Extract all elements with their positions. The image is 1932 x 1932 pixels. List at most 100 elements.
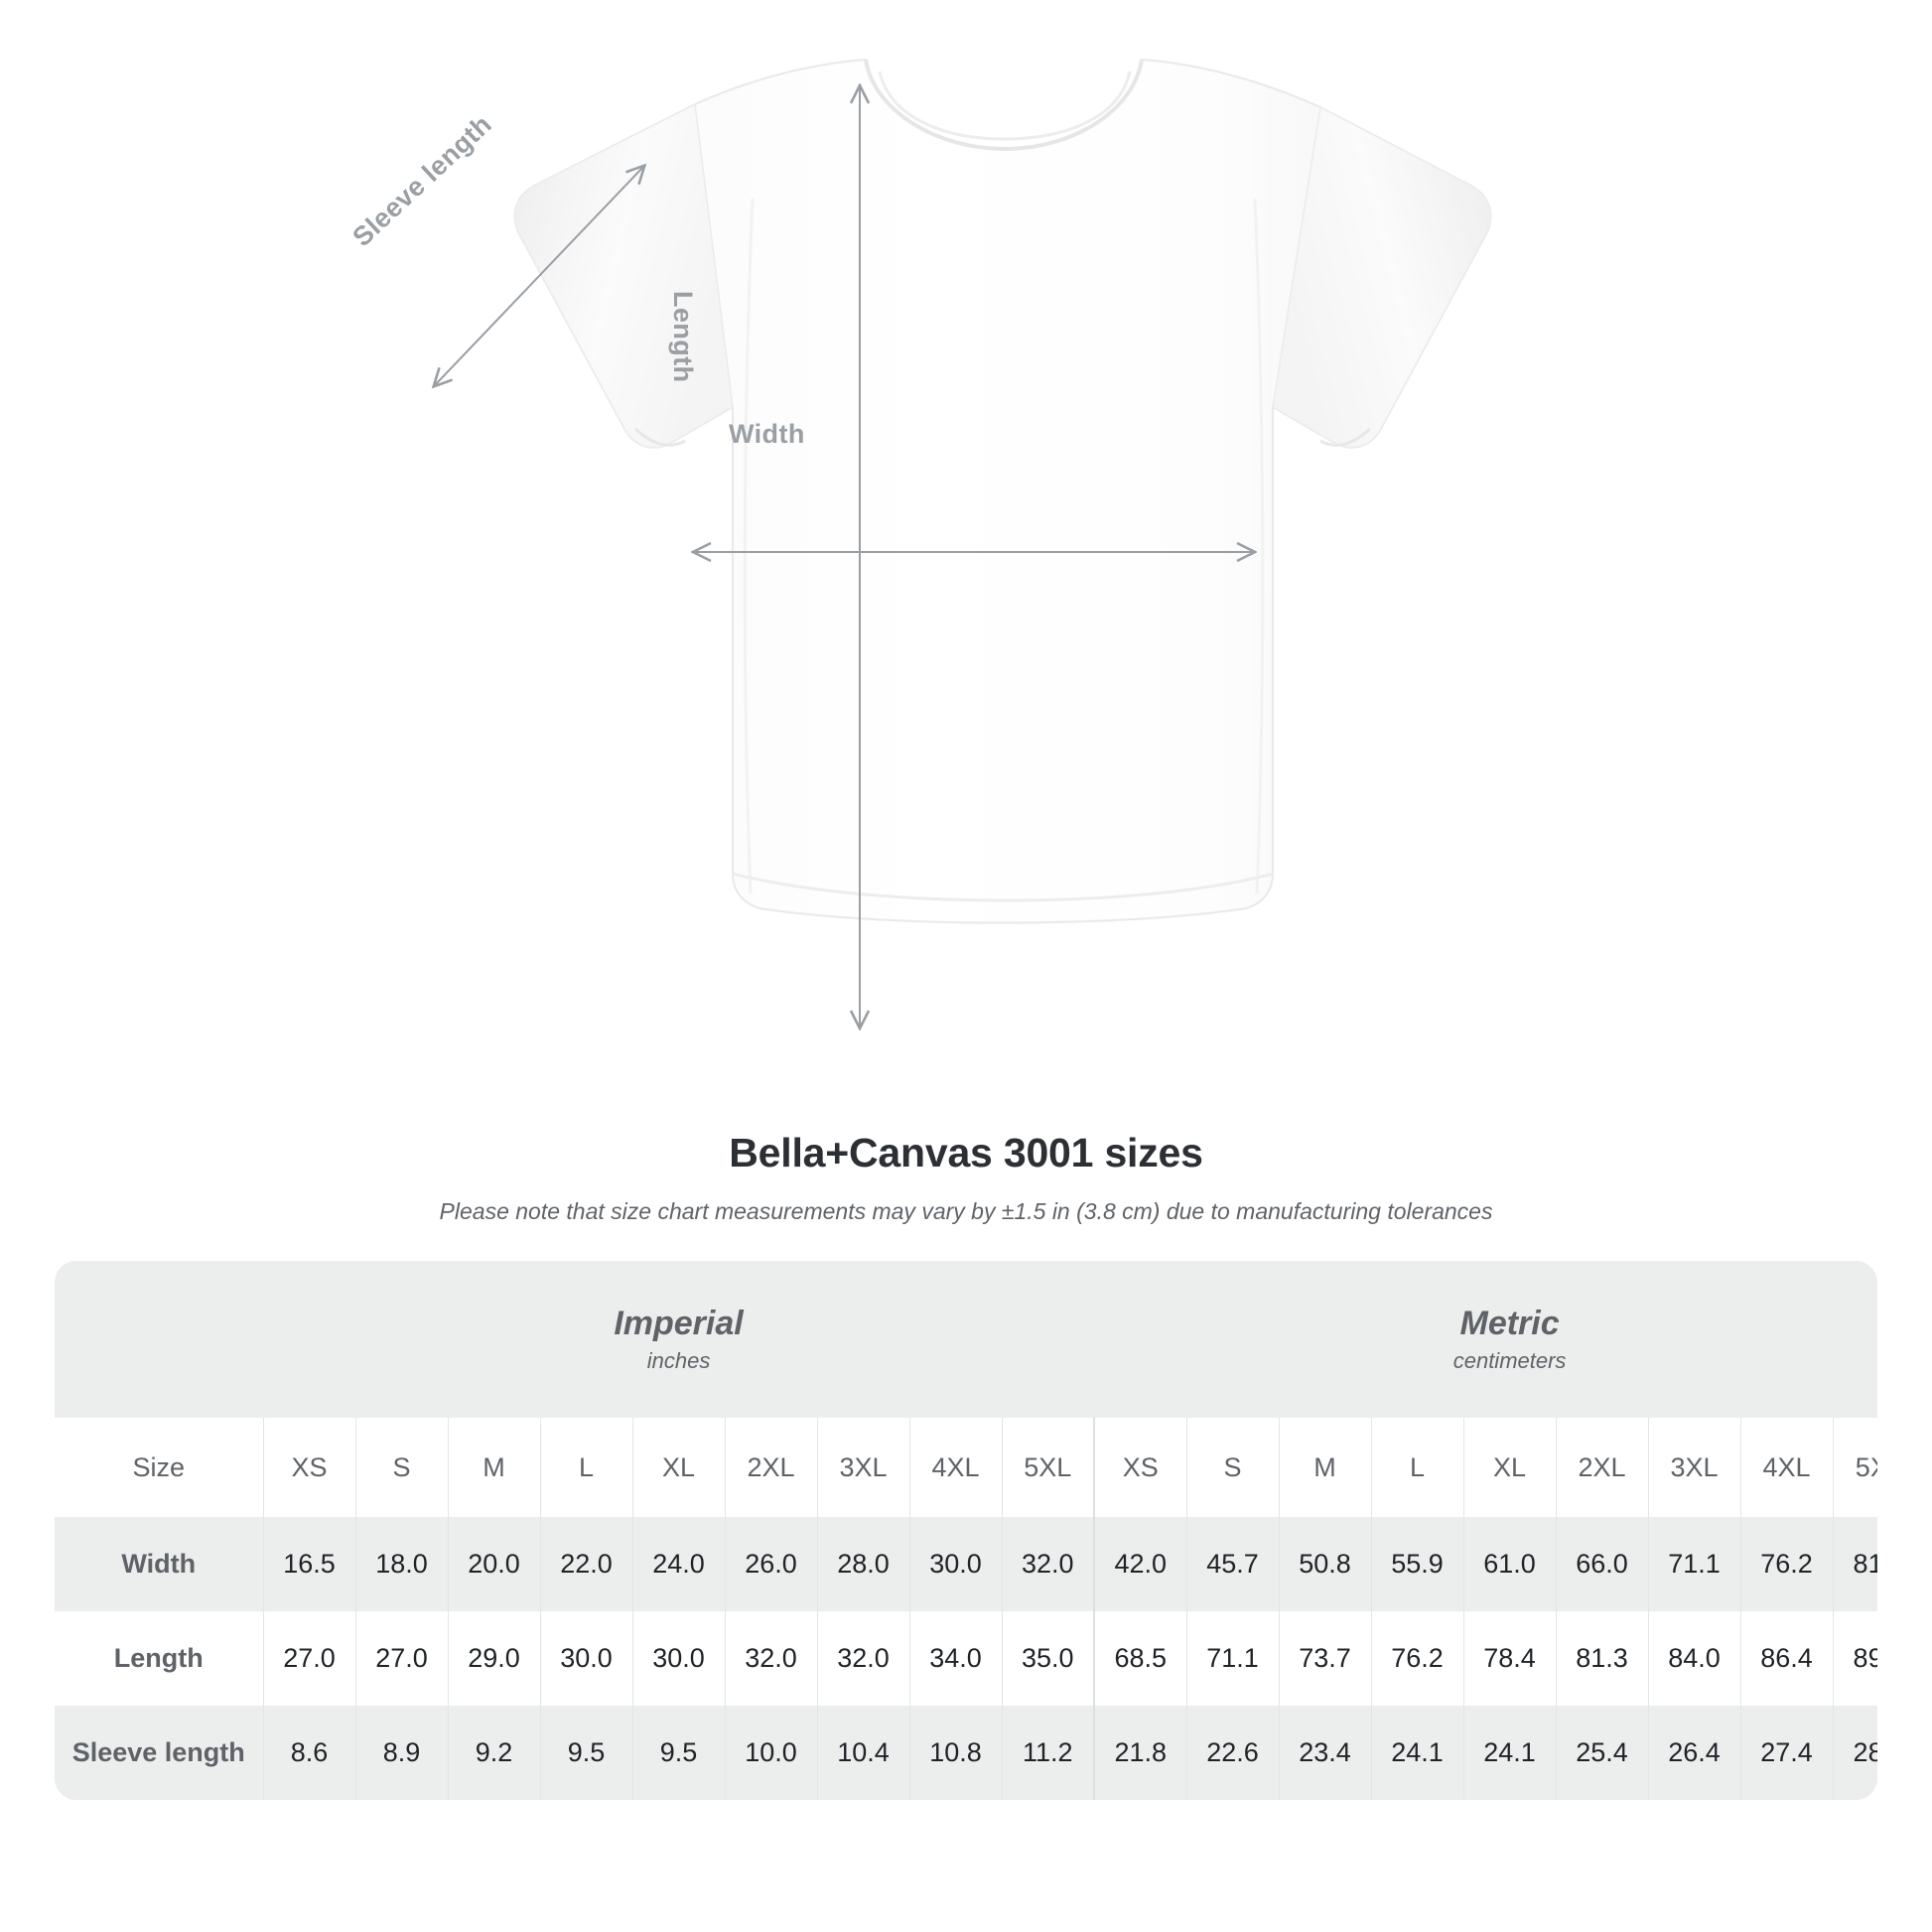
cell-sleeve-imperial-xs: 8.6: [262, 1706, 355, 1800]
cell-sleeve-metric-5xl: 28.5: [1832, 1706, 1877, 1800]
unit-group-imperial: Imperial inches: [263, 1261, 1095, 1418]
sleeve-length-arrow: [435, 167, 643, 385]
cell-sleeve-metric-s: 22.6: [1185, 1706, 1280, 1800]
size-header-metric-5xl: 5XL: [1832, 1418, 1877, 1517]
unit-row-spacer: [55, 1261, 263, 1418]
cell-width-metric-xs: 42.0: [1093, 1517, 1187, 1611]
right-sleeve: [1272, 105, 1492, 449]
collar-outer: [864, 59, 1144, 152]
cell-width-imperial-3xl: 28.0: [816, 1517, 909, 1611]
size-header-imperial-4xl: 4XL: [908, 1418, 1002, 1517]
cell-width-metric-s: 45.7: [1185, 1517, 1280, 1611]
row-label-sleeve-length: Sleeve length: [55, 1706, 263, 1800]
cell-width-metric-5xl: 81.3: [1832, 1517, 1877, 1611]
collar-inner: [878, 70, 1132, 141]
size-header-imperial-5xl: 5XL: [1001, 1418, 1095, 1517]
table-row-width: Width 16.5 18.0 20.0 22.0 24.0 26.0 28.0…: [55, 1517, 1877, 1611]
cell-width-imperial-xs: 16.5: [262, 1517, 355, 1611]
size-table-container: Imperial inches Metric centimeters Size …: [55, 1261, 1877, 1800]
size-header-imperial-xs: XS: [262, 1418, 355, 1517]
cell-sleeve-metric-xl: 24.1: [1462, 1706, 1557, 1800]
size-table-section: Bella+Canvas 3001 sizes Please note that…: [0, 1130, 1932, 1800]
cell-length-metric-xl: 78.4: [1462, 1611, 1557, 1706]
cell-sleeve-imperial-m: 9.2: [447, 1706, 540, 1800]
size-header-imperial-m: M: [447, 1418, 540, 1517]
cell-width-metric-l: 55.9: [1370, 1517, 1464, 1611]
unit-name-metric: Metric: [1459, 1304, 1560, 1342]
unit-group-metric: Metric centimeters: [1094, 1261, 1877, 1418]
tolerance-note: Please note that size chart measurements…: [439, 1198, 1493, 1224]
cell-sleeve-imperial-4xl: 10.8: [908, 1706, 1002, 1800]
row-label-length: Length: [55, 1611, 263, 1706]
cell-sleeve-imperial-3xl: 10.4: [816, 1706, 909, 1800]
cell-length-metric-m: 73.7: [1278, 1611, 1372, 1706]
cell-length-imperial-4xl: 34.0: [908, 1611, 1002, 1706]
unit-sub-imperial: inches: [646, 1348, 711, 1374]
size-header-imperial-3xl: 3XL: [816, 1418, 909, 1517]
cell-width-imperial-xl: 24.0: [631, 1517, 725, 1611]
left-sleeve: [513, 102, 734, 449]
size-header-metric-m: M: [1278, 1418, 1372, 1517]
size-header-metric-2xl: 2XL: [1555, 1418, 1649, 1517]
cell-width-imperial-4xl: 30.0: [908, 1517, 1002, 1611]
size-header-metric-xs: XS: [1093, 1418, 1187, 1517]
cell-length-imperial-xs: 27.0: [262, 1611, 355, 1706]
unit-sub-metric: centimeters: [1452, 1348, 1567, 1374]
cell-length-metric-4xl: 86.4: [1739, 1611, 1834, 1706]
cell-length-imperial-2xl: 32.0: [724, 1611, 817, 1706]
cell-sleeve-imperial-5xl: 11.2: [1001, 1706, 1095, 1800]
cell-sleeve-metric-l: 24.1: [1370, 1706, 1464, 1800]
width-label: Width: [729, 419, 805, 449]
size-header-imperial-l: L: [539, 1418, 632, 1517]
cell-sleeve-metric-4xl: 27.4: [1739, 1706, 1834, 1800]
table-row-length: Length 27.0 27.0 29.0 30.0 30.0 32.0 32.…: [55, 1611, 1877, 1706]
cell-width-metric-4xl: 76.2: [1739, 1517, 1834, 1611]
left-sleeve-hem: [633, 427, 686, 447]
cell-width-imperial-l: 22.0: [539, 1517, 632, 1611]
size-header-metric-s: S: [1185, 1418, 1280, 1517]
cell-length-metric-xs: 68.5: [1093, 1611, 1187, 1706]
cell-sleeve-metric-3xl: 26.4: [1647, 1706, 1741, 1800]
tshirt-diagram: Sleeve length Length Width: [0, 58, 1492, 1112]
row-label-width: Width: [55, 1517, 263, 1611]
size-table: Imperial inches Metric centimeters Size …: [55, 1261, 1877, 1800]
page-title: Bella+Canvas 3001 sizes: [729, 1130, 1203, 1175]
cell-length-metric-s: 71.1: [1185, 1611, 1280, 1706]
table-row-sleeve-length: Sleeve length 8.6 8.9 9.2 9.5 9.5 10.0 1…: [55, 1706, 1877, 1800]
cell-length-imperial-xl: 30.0: [631, 1611, 725, 1706]
cell-length-metric-l: 76.2: [1370, 1611, 1464, 1706]
cell-width-imperial-5xl: 32.0: [1001, 1517, 1095, 1611]
right-seam: [1253, 198, 1265, 895]
right-sleeve-hem: [1319, 427, 1372, 447]
size-header-imperial-s: S: [354, 1418, 448, 1517]
size-header-row: Size XS S M L XL 2XL 3XL 4XL 5XL XS S M …: [55, 1418, 1877, 1517]
size-header-metric-3xl: 3XL: [1647, 1418, 1741, 1517]
cell-sleeve-metric-m: 23.4: [1278, 1706, 1372, 1800]
bottom-hem: [732, 872, 1274, 902]
cell-width-imperial-s: 18.0: [354, 1517, 448, 1611]
cell-length-imperial-l: 30.0: [539, 1611, 632, 1706]
unit-group-row: Imperial inches Metric centimeters: [55, 1261, 1877, 1418]
cell-length-metric-3xl: 84.0: [1647, 1611, 1741, 1706]
size-header-imperial-xl: XL: [631, 1418, 725, 1517]
cell-width-metric-xl: 61.0: [1462, 1517, 1557, 1611]
size-header-metric-4xl: 4XL: [1739, 1418, 1834, 1517]
cell-sleeve-metric-xs: 21.8: [1093, 1706, 1187, 1800]
size-table-body: Imperial inches Metric centimeters Size …: [55, 1261, 1877, 1800]
cell-sleeve-metric-2xl: 25.4: [1555, 1706, 1649, 1800]
cell-width-metric-2xl: 66.0: [1555, 1517, 1649, 1611]
size-header-metric-xl: XL: [1462, 1418, 1557, 1517]
size-header-imperial-2xl: 2XL: [724, 1418, 817, 1517]
cell-width-imperial-m: 20.0: [447, 1517, 540, 1611]
cell-length-metric-2xl: 81.3: [1555, 1611, 1649, 1706]
unit-name-imperial: Imperial: [614, 1304, 744, 1342]
cell-length-imperial-s: 27.0: [354, 1611, 448, 1706]
cell-width-metric-3xl: 71.1: [1647, 1517, 1741, 1611]
cell-length-imperial-3xl: 32.0: [816, 1611, 909, 1706]
tshirt-illustration: [0, 58, 1492, 1112]
length-label: Length: [668, 291, 698, 383]
cell-sleeve-imperial-l: 9.5: [539, 1706, 632, 1800]
cell-sleeve-imperial-s: 8.9: [354, 1706, 448, 1800]
cell-length-metric-5xl: 89.0: [1832, 1611, 1877, 1706]
